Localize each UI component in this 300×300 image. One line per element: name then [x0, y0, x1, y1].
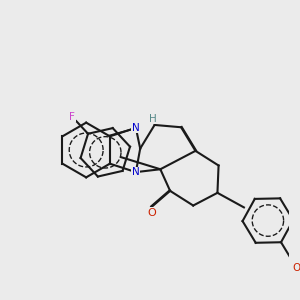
Text: N: N [132, 123, 140, 133]
Text: O: O [147, 208, 156, 218]
Text: N: N [132, 167, 140, 177]
Text: F: F [69, 112, 75, 122]
Text: O: O [292, 263, 300, 273]
Text: H: H [149, 114, 157, 124]
